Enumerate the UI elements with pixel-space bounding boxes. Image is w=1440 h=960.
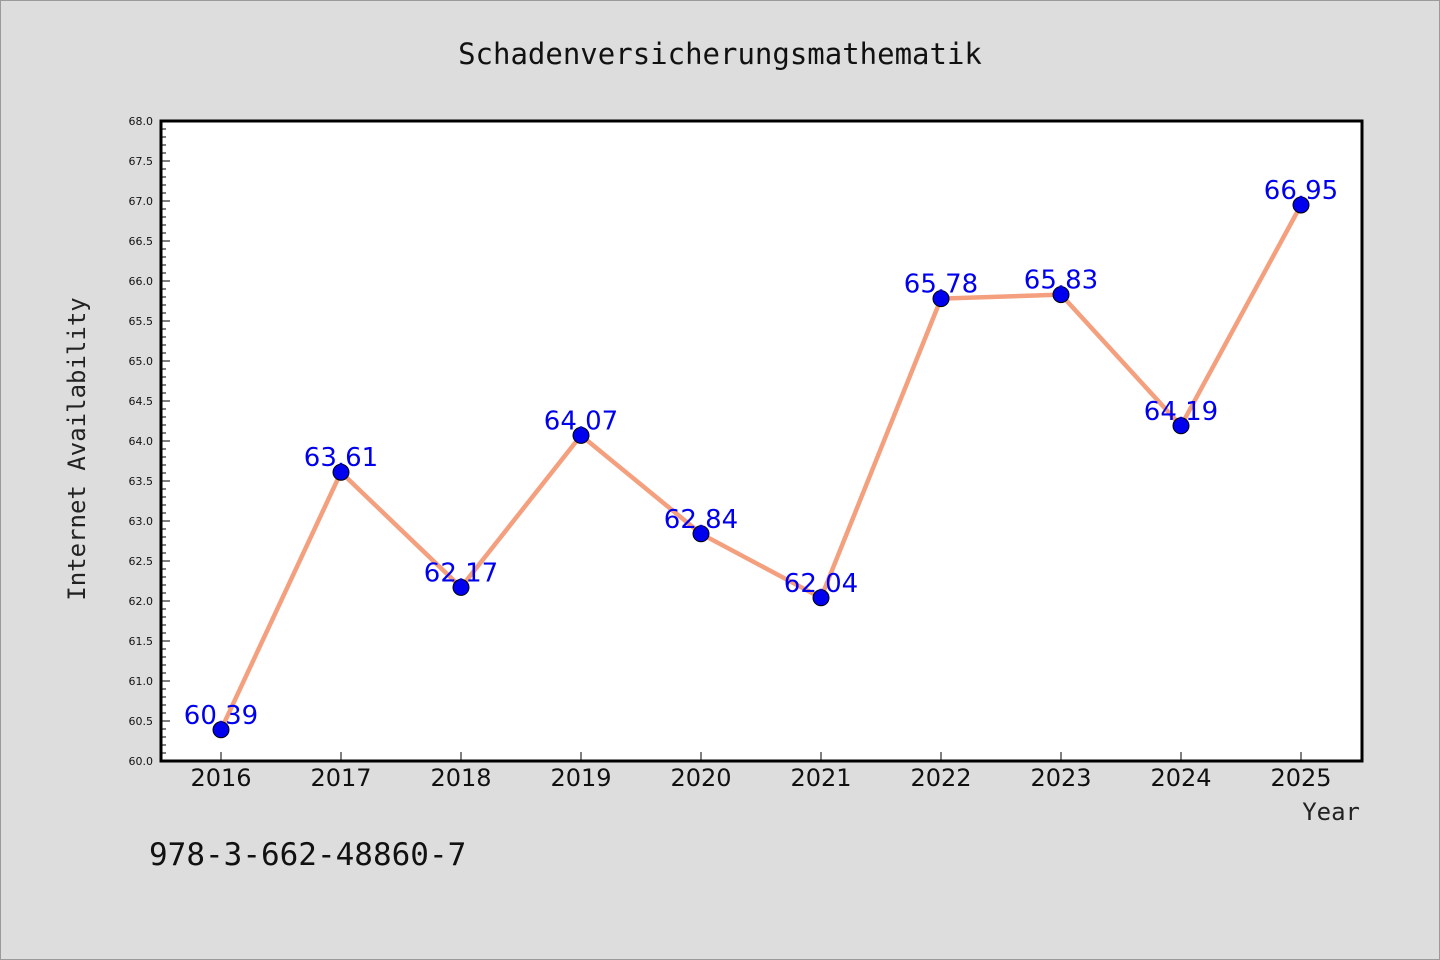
data-point[interactable] <box>932 290 950 308</box>
data-label: 65.83 <box>1024 266 1098 296</box>
x-tick-label: 2016 <box>190 764 251 792</box>
footnote-isbn: 978-3-662-48860-7 <box>149 837 466 873</box>
plot-area <box>159 119 1364 763</box>
y-tick-label: 67.0 <box>129 195 154 208</box>
chart-title: Schadenversicherungsmathematik <box>458 37 982 71</box>
data-label: 65.78 <box>904 270 978 300</box>
y-tick-label: 60.0 <box>129 755 154 768</box>
y-tick-label: 63.5 <box>129 475 154 488</box>
x-tick-label: 2024 <box>1150 764 1211 792</box>
y-tick-label: 62.5 <box>129 555 154 568</box>
data-label: 64.07 <box>544 406 618 436</box>
y-tick-label: 65.0 <box>129 355 154 368</box>
data-point[interactable] <box>692 525 710 543</box>
y-tick-label: 68.0 <box>129 115 154 128</box>
x-tick-label: 2025 <box>1270 764 1331 792</box>
y-tick-label: 63.0 <box>129 515 154 528</box>
y-tick-label: 65.5 <box>129 315 154 328</box>
data-point[interactable] <box>812 589 830 607</box>
x-tick-label: 2020 <box>670 764 731 792</box>
y-tick-label: 64.5 <box>129 395 154 408</box>
data-label: 62.84 <box>664 505 738 535</box>
data-point[interactable] <box>332 463 350 481</box>
y-tick-label: 61.5 <box>129 635 154 648</box>
data-point[interactable] <box>452 578 470 596</box>
y-tick-label: 66.5 <box>129 235 154 248</box>
y-tick-label: 60.5 <box>129 715 154 728</box>
y-tick-label: 67.5 <box>129 155 154 168</box>
data-point[interactable] <box>572 426 590 444</box>
series-line <box>218 202 1304 733</box>
data-label: 62.17 <box>424 558 498 588</box>
data-point[interactable] <box>1172 417 1190 435</box>
x-tick-label: 2022 <box>910 764 971 792</box>
y-tick-label: 66.0 <box>129 275 154 288</box>
y-tick-label: 64.0 <box>129 435 154 448</box>
x-axis-title: Year <box>1302 798 1360 826</box>
data-label: 62.04 <box>784 569 858 599</box>
data-labels-layer: 60.39 63.61 62.17 64.07 62.84 62.04 65.78 65.83… <box>184 176 1338 731</box>
data-label: 66.95 <box>1264 176 1338 206</box>
x-axis: 2016 2017 2018 2019 2020 2021 2022 2023 2024 2025 <box>190 752 1332 792</box>
data-point[interactable] <box>1052 286 1070 304</box>
data-label: 60.39 <box>184 701 258 731</box>
x-tick-label: 2017 <box>310 764 371 792</box>
y-axis: 60.0 60.5 61.0 61.5 62.0 62.5 63.0 63.5 64.0 64.5… <box>129 115 170 768</box>
data-label: 63.61 <box>304 443 378 473</box>
data-label: 64.19 <box>1144 397 1218 427</box>
x-tick-label: 2023 <box>1030 764 1091 792</box>
x-tick-label: 2019 <box>550 764 611 792</box>
x-tick-label: 2021 <box>790 764 851 792</box>
y-tick-label: 62.0 <box>129 595 154 608</box>
x-tick-label: 2018 <box>430 764 491 792</box>
y-axis-title: Internet Availability <box>63 297 91 600</box>
data-point[interactable] <box>212 721 230 739</box>
y-tick-label: 61.0 <box>129 675 154 688</box>
series-layer <box>212 196 1310 739</box>
data-point[interactable] <box>1292 196 1310 214</box>
